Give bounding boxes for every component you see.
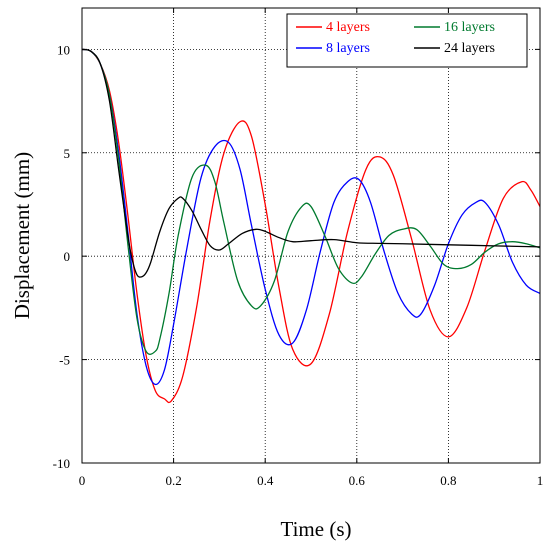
legend-label-4-layers: 4 layers <box>326 20 370 35</box>
y-tick-label: 0 <box>64 249 71 264</box>
y-axis-label: Displacement (mm) <box>10 152 34 319</box>
y-tick-label: 5 <box>64 146 71 161</box>
series-line-16-layers <box>81 48 541 355</box>
legend-label-8-layers: 8 layers <box>326 41 370 56</box>
y-tick-label: -5 <box>59 353 70 368</box>
series-lines <box>81 48 541 404</box>
plot-frame <box>81 7 541 464</box>
y-tick-label: -10 <box>53 456 70 471</box>
x-tick-label: 0.6 <box>349 473 366 488</box>
x-tick-label: 0.2 <box>165 473 181 488</box>
x-tick-label: 0.8 <box>440 473 456 488</box>
series-line-24-layers <box>81 48 541 278</box>
legend-label-24-layers: 24 layers <box>444 41 495 56</box>
x-tick-label: 0.4 <box>257 473 274 488</box>
x-tick-label: 1 <box>537 473 544 488</box>
legend: 4 layers 16 layers 8 layers 24 layers <box>286 13 528 68</box>
series-line-8-layers <box>81 48 541 386</box>
axis-ticks: 0 0.2 0.4 0.6 0.8 1 -10 -5 0 5 10 <box>53 8 544 488</box>
legend-label-16-layers: 16 layers <box>444 20 495 35</box>
grid <box>82 8 540 464</box>
legend-box <box>286 13 528 68</box>
y-tick-label: 10 <box>57 42 70 57</box>
x-tick-label: 0 <box>79 473 86 488</box>
series-line-4-layers <box>81 48 541 404</box>
x-axis-label: Time (s) <box>281 517 352 541</box>
